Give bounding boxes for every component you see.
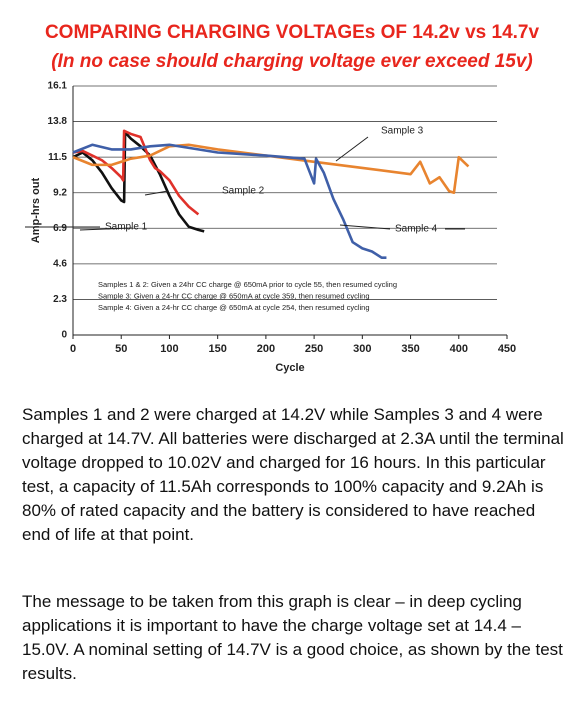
subtitle: (In no case should charging voltage ever… [51,51,533,72]
paragraph: The message to be taken from this graph … [22,592,563,683]
pointer [339,224,391,230]
pointer [335,136,369,162]
x-axis-label: Cycle [275,362,304,374]
x-tick-label: 0 [70,343,76,355]
pointer [79,227,133,231]
x-tick-label: 300 [353,343,371,355]
x-tick-label: 100 [160,343,178,355]
x-tick-label: 50 [115,343,127,355]
x-tick-label: 200 [257,343,275,355]
series-line [72,131,205,233]
y-tick-label: 2.3 [53,294,67,305]
x-tick-label: 250 [305,343,323,355]
paragraph: Samples 1 and 2 were charged at 14.2V wh… [22,405,564,544]
series-line [72,129,200,216]
x-tick-label: 450 [498,343,516,355]
y-axis-label: Amp-hrs out [30,177,42,243]
y-tick-label: 6.9 [53,223,67,234]
series-label: Sample 3 [381,126,424,137]
series-line [72,143,387,259]
x-tick-label: 400 [450,343,468,355]
y-tick-label: 0 [61,330,67,341]
chart: 0 2.3 4.6 6.9 9.2 11.5 13.8 16.1 0 50 100 150 200 250… [25,81,516,374]
series-label: Sample 4 [395,224,438,235]
note: Sample 4: Given a 24-hr CC charge @ 650m… [98,303,370,312]
series-line [72,143,470,195]
x-tick-label: 350 [401,343,419,355]
series-label: Sample 1 [105,222,148,233]
pointer [144,190,169,196]
series-label: Sample 2 [222,186,265,197]
y-tick-label: 13.8 [48,116,68,127]
x-tick-label: 150 [208,343,226,355]
y-tick-label: 9.2 [53,187,67,198]
note: Sample 3: Given a 24-hr CC charge @ 650m… [98,291,370,300]
y-tick-label: 4.6 [53,258,67,269]
title: COMPARING CHARGING VOLTAGEs OF 14.2v vs … [44,22,540,43]
note: Samples 1 & 2: Given a 24hr CC charge @ … [98,280,397,289]
y-tick-label: 11.5 [48,152,67,163]
y-tick-label: 16.1 [48,81,68,92]
